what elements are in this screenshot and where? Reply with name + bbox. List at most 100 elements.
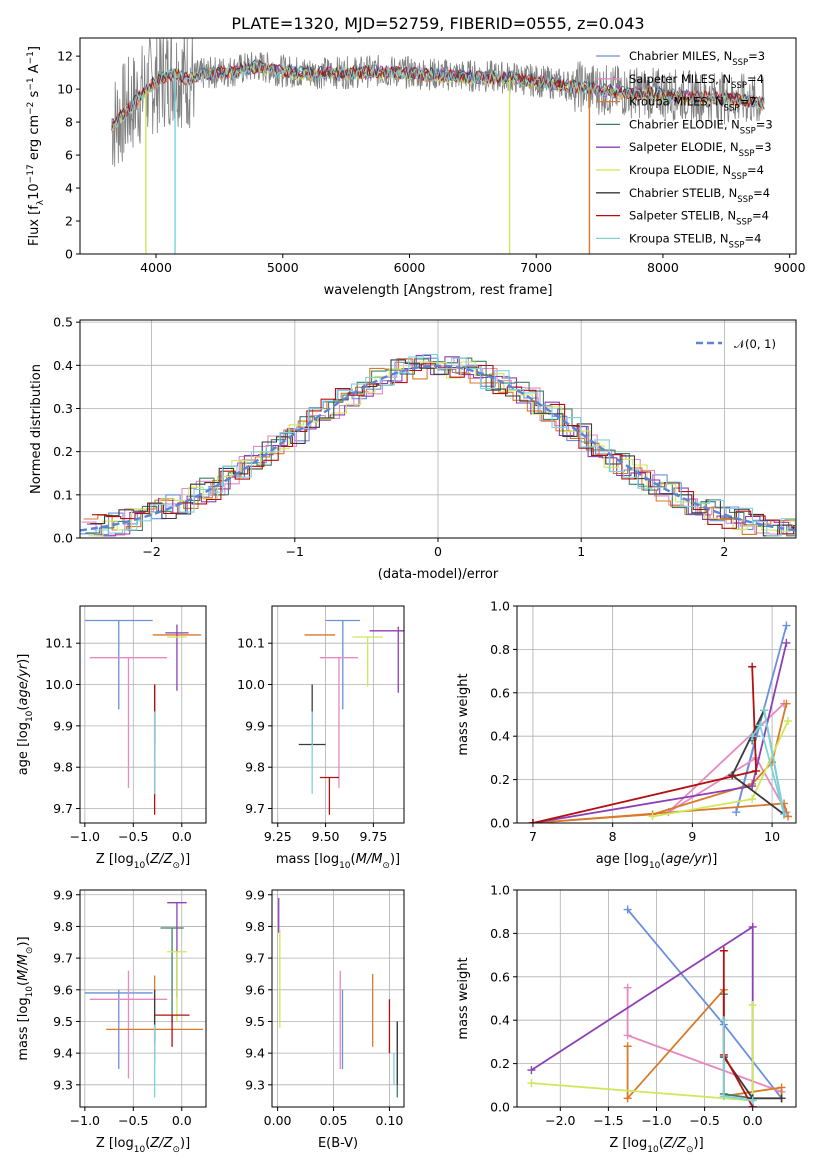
weight-marker	[748, 662, 757, 671]
x-axis-label-part: 10	[134, 1145, 146, 1155]
axes-frame	[79, 605, 207, 824]
legend-text: =7	[739, 95, 756, 109]
weight-marker	[777, 1094, 786, 1103]
legend-text: Chabrier ELODIE, N	[629, 117, 740, 131]
weight-marker	[782, 638, 791, 647]
weight-marker	[527, 1079, 536, 1088]
weight-marker	[623, 1094, 632, 1103]
x-axis-label: mass [log10(M/M⊙)]	[276, 852, 400, 871]
legend-text: Kroupa STELIB, N	[629, 231, 729, 245]
y-tick-label: 4	[65, 181, 73, 196]
weight-marker	[780, 810, 789, 819]
axes-frame	[516, 605, 797, 824]
plot-area	[298, 619, 404, 815]
x-tick-label: 7000	[520, 260, 552, 275]
y-axis-label-part: A	[27, 64, 42, 77]
x-axis-label-part: age/yr	[665, 852, 708, 867]
legend-entry: Kroupa STELIB, NSSP=4	[629, 231, 761, 250]
legend-text: Salpeter MILES, N	[629, 72, 731, 86]
age-vs-metallicity-panel: −1.0 −0.5 0.09.79.89.910.010.1Z [log10(Z/Z…	[16, 605, 207, 871]
x-axis-label: age [log10(age/yr)]	[596, 852, 718, 871]
x-axis-label-part: ⊙	[382, 861, 390, 871]
weight-marker	[748, 795, 757, 804]
y-axis-label-part: M/M	[16, 954, 31, 981]
plot-area	[111, 38, 765, 254]
x-axis-label: Z [log10(Z/Z⊙)]	[96, 1136, 190, 1155]
y-tick-label: 9.7	[53, 801, 73, 816]
legend-text: =3	[756, 117, 773, 131]
y-axis-label-part: Flux [f	[27, 205, 42, 246]
y-tick-label: 0	[65, 247, 73, 262]
plot-area	[80, 353, 796, 537]
mass-vs-metallicity-panel: −1.0 −0.5 0.09.39.49.59.69.79.89.9Z [log10…	[16, 887, 207, 1155]
y-axis-label: mass weight	[456, 673, 471, 755]
x-axis-label-part: ⊙	[172, 1145, 180, 1155]
weight-line	[532, 666, 758, 823]
y-tick-label: 0.8	[490, 642, 510, 657]
x-tick-label: 9000	[774, 260, 806, 275]
weight-marker	[719, 1016, 728, 1025]
legend-text: Kroupa MILES, N	[629, 95, 724, 109]
y-tick-label: 0.8	[490, 926, 510, 941]
x-axis-label-part: Z [log	[96, 1136, 134, 1151]
y-axis-label-part: ⊙	[25, 947, 35, 955]
x-axis-label-part: mass [log	[276, 852, 339, 867]
y-axis-label-part: −1	[26, 77, 36, 90]
weight-marker	[623, 905, 632, 914]
x-axis-label: Z [log10(Z/Z⊙)]	[96, 852, 190, 871]
residual-histogram	[81, 357, 796, 537]
x-axis-label-part: ⊙	[172, 861, 180, 871]
y-tick-label: 0.2	[53, 444, 73, 459]
age-vs-mass-panel: 9.25 9.50 9.75 9.7 9.8 9.9 10.0 10.1 mass [log10…	[237, 605, 405, 871]
y-axis-label: mass weight	[456, 957, 471, 1039]
y-tick-label: 0.1	[53, 487, 73, 502]
x-axis-label-part: 10	[134, 861, 146, 871]
weight-marker	[756, 721, 765, 730]
x-axis-label-part: (	[145, 852, 150, 867]
weight-marker	[777, 1083, 786, 1092]
y-axis-label-part: s	[27, 90, 42, 101]
y-axis-label-part: (	[16, 706, 31, 711]
weight-marker	[760, 706, 769, 715]
legend-text: Salpeter ELODIE, N	[629, 140, 739, 154]
y-tick-label: 9.8	[245, 760, 265, 775]
x-tick-label: 0.05	[320, 1113, 348, 1128]
y-tick-label: 0.4	[490, 729, 510, 744]
x-tick-label: −0.5	[118, 829, 148, 844]
weight-line	[532, 642, 788, 823]
weight-line	[667, 702, 788, 813]
model-spectrum	[111, 60, 765, 132]
y-tick-label: 9.8	[245, 919, 265, 934]
x-tick-label: 8000	[647, 260, 679, 275]
weight-marker	[623, 1031, 632, 1040]
y-tick-label: 9.9	[245, 718, 265, 733]
spectrum-panel: 4000 5000 6000 7000 8000 9000 0 2 4 6 8 10 12 wavelen…	[26, 37, 806, 298]
y-tick-label: 10.0	[237, 677, 265, 692]
legend-text: Salpeter STELIB, N	[629, 209, 736, 223]
y-axis-label-part: λ	[36, 199, 46, 205]
weight-marker	[748, 1001, 757, 1010]
weight-marker	[782, 621, 791, 630]
mass-vs-ebv-panel: 0.00 0.05 0.10 9.3 9.4 9.5 9.6 9.7 9.8 9.9 E(B-V)	[245, 887, 405, 1151]
legend-sub: SSP	[737, 195, 753, 205]
y-tick-label: 10.1	[237, 636, 265, 651]
weight-line	[722, 1020, 753, 1102]
x-axis-label-part: Z/Z	[663, 1136, 687, 1151]
model-spectrum	[111, 61, 765, 131]
x-axis-label-part: )]	[180, 1136, 190, 1151]
plot-area	[527, 905, 786, 1107]
y-tick-label: 8	[65, 115, 73, 130]
legend-text: =4	[752, 209, 769, 223]
x-axis-label-part: 10	[339, 861, 351, 871]
x-tick-label: −1.5	[593, 1113, 623, 1128]
legend-text: =4	[753, 186, 770, 200]
y-tick-label: 0.0	[53, 531, 73, 546]
x-tick-label: 5000	[267, 260, 299, 275]
y-axis-label-part: )]	[16, 654, 31, 664]
legend-text: =4	[747, 163, 764, 177]
y-tick-label: 9.7	[53, 951, 73, 966]
y-tick-label: 9.6	[245, 982, 265, 997]
plot-area	[84, 902, 204, 1098]
y-tick-label: 12	[57, 49, 73, 64]
y-tick-label: 9.8	[53, 919, 73, 934]
